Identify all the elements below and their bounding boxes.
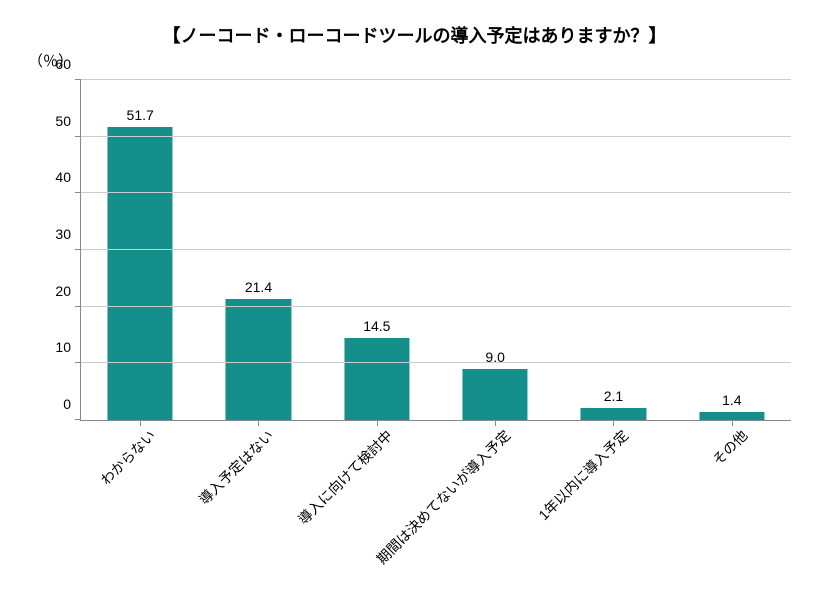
- bar-value-label: 21.4: [245, 279, 272, 295]
- bar: [699, 412, 764, 420]
- bar-value-label: 2.1: [604, 388, 623, 404]
- y-tick: [75, 419, 81, 420]
- x-tick: [258, 420, 259, 426]
- bar: [344, 338, 409, 420]
- y-tick: [75, 249, 81, 250]
- x-tick: [495, 420, 496, 426]
- chart-plot-area: 51.7わからない21.4導入予定はない14.5導入に向けて検討中9.0期間は決…: [80, 80, 791, 421]
- x-tick: [613, 420, 614, 426]
- x-axis-label: 1年以内に導入予定: [534, 426, 633, 525]
- bar: [226, 299, 291, 420]
- x-axis-label: 導入に向けて検討中: [293, 426, 396, 529]
- bar-value-label: 14.5: [363, 318, 390, 334]
- bar-slot: 51.7わからない: [81, 80, 199, 420]
- gridline: [81, 249, 791, 250]
- bar-value-label: 51.7: [127, 107, 154, 123]
- bar: [108, 127, 173, 420]
- gridline: [81, 306, 791, 307]
- x-tick: [377, 420, 378, 426]
- bar-slot: 2.11年以内に導入予定: [554, 80, 672, 420]
- y-axis-label: 30: [55, 226, 71, 242]
- gridline: [81, 136, 791, 137]
- y-tick: [75, 136, 81, 137]
- gridline: [81, 362, 791, 363]
- bar-slot: 1.4その他: [673, 80, 791, 420]
- y-axis-label: 60: [55, 56, 71, 72]
- y-tick: [75, 192, 81, 193]
- y-axis-label: 10: [55, 339, 71, 355]
- chart-title: 【ノーコード・ローコードツールの導入予定はありますか？】: [0, 22, 829, 48]
- x-tick: [140, 420, 141, 426]
- y-axis-label: 50: [55, 113, 71, 129]
- y-tick: [75, 79, 81, 80]
- x-axis-label: 期間は決めてないが導入予定: [372, 426, 515, 569]
- y-axis-label: 40: [55, 169, 71, 185]
- y-tick: [75, 306, 81, 307]
- x-tick: [732, 420, 733, 426]
- bar-slot: 9.0期間は決めてないが導入予定: [436, 80, 554, 420]
- gridline: [81, 79, 791, 80]
- y-axis-label: 0: [63, 396, 71, 412]
- y-tick: [75, 362, 81, 363]
- x-axis-label: わからない: [96, 426, 160, 490]
- bar-value-label: 1.4: [722, 392, 741, 408]
- bar: [581, 408, 646, 420]
- gridline: [81, 192, 791, 193]
- bar: [463, 369, 528, 420]
- bar-slot: 14.5導入に向けて検討中: [318, 80, 436, 420]
- x-axis-label: その他: [708, 426, 752, 470]
- bar-slot: 21.4導入予定はない: [199, 80, 317, 420]
- bars-container: 51.7わからない21.4導入予定はない14.5導入に向けて検討中9.0期間は決…: [81, 80, 791, 420]
- y-axis-label: 20: [55, 283, 71, 299]
- x-axis-label: 導入予定はない: [195, 426, 278, 509]
